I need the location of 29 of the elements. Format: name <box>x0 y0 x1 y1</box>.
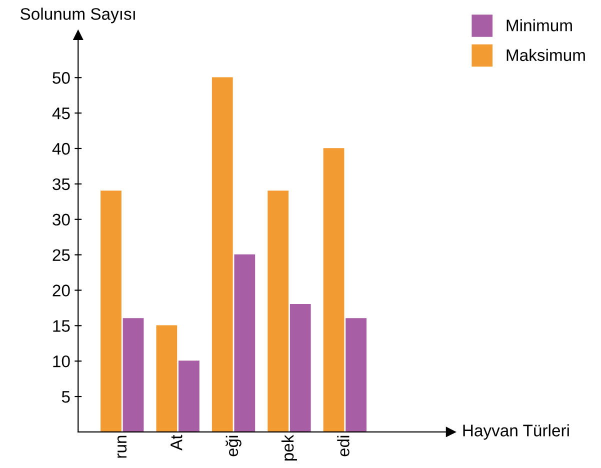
y-tick-label: 25 <box>52 249 70 261</box>
x-tick-label: edi <box>337 436 350 456</box>
legend-label: Minimum <box>506 19 572 32</box>
bar <box>212 77 233 432</box>
x-tick-label: run <box>117 436 127 458</box>
bar <box>178 360 200 432</box>
y-tick-label: 20 <box>52 284 70 296</box>
bar <box>122 318 144 432</box>
legend-label: Maksimum <box>506 48 585 62</box>
bar <box>346 318 367 432</box>
y-tick-label: 30 <box>52 214 70 226</box>
y-tick-label: 50 <box>52 72 70 84</box>
x-tick-label: At <box>170 434 182 450</box>
y-tick-label: 40 <box>52 142 70 155</box>
bar <box>268 190 289 432</box>
x-tick-label: pek <box>281 434 297 461</box>
y-tick-label: 5 <box>62 391 70 403</box>
y-tick-label: 45 <box>52 108 70 120</box>
bar <box>290 304 311 432</box>
bar <box>156 325 178 432</box>
bar <box>234 254 256 432</box>
x-tick-label: eği <box>226 436 242 456</box>
bar <box>323 148 344 432</box>
text: Hayvan Türleri <box>463 424 569 440</box>
y-tick-label: 15 <box>53 320 70 332</box>
y-tick-label: 10 <box>53 355 70 368</box>
bar <box>100 190 122 432</box>
y-tick-label: 35 <box>52 178 70 190</box>
y-axis-title: Solunum Sayısı <box>20 8 135 24</box>
